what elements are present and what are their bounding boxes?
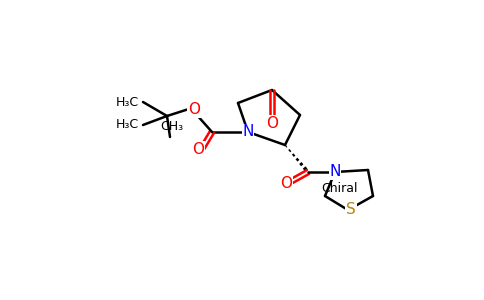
- Text: N: N: [329, 164, 341, 179]
- Text: CH₃: CH₃: [160, 119, 183, 133]
- Text: H₃C: H₃C: [116, 118, 139, 131]
- Text: S: S: [346, 202, 356, 217]
- Text: O: O: [188, 103, 200, 118]
- Text: H₃C: H₃C: [116, 95, 139, 109]
- Text: N: N: [242, 124, 254, 140]
- Text: O: O: [266, 116, 278, 130]
- Text: O: O: [280, 176, 292, 191]
- Text: Chiral: Chiral: [322, 182, 358, 194]
- Text: O: O: [192, 142, 204, 157]
- Text: N: N: [329, 164, 341, 179]
